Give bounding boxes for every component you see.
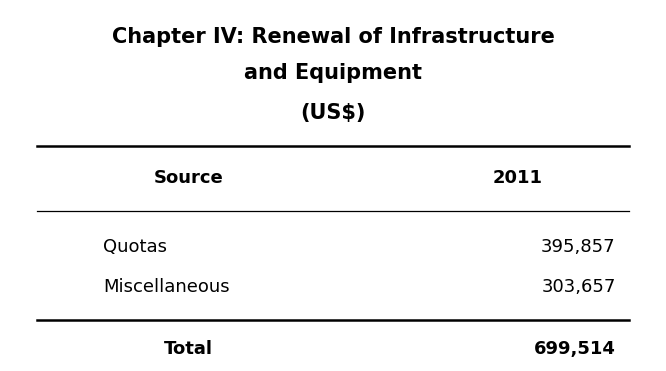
Text: Source: Source [153, 169, 223, 187]
Text: (US$): (US$) [300, 103, 366, 123]
Text: Miscellaneous: Miscellaneous [103, 278, 230, 296]
Text: 303,657: 303,657 [541, 278, 616, 296]
Text: Total: Total [164, 340, 213, 358]
Text: 395,857: 395,857 [541, 238, 616, 256]
Text: 2011: 2011 [492, 169, 542, 187]
Text: Chapter IV: Renewal of Infrastructure: Chapter IV: Renewal of Infrastructure [112, 27, 554, 47]
Text: Quotas: Quotas [103, 238, 166, 256]
Text: 699,514: 699,514 [534, 340, 616, 358]
Text: and Equipment: and Equipment [244, 63, 422, 83]
